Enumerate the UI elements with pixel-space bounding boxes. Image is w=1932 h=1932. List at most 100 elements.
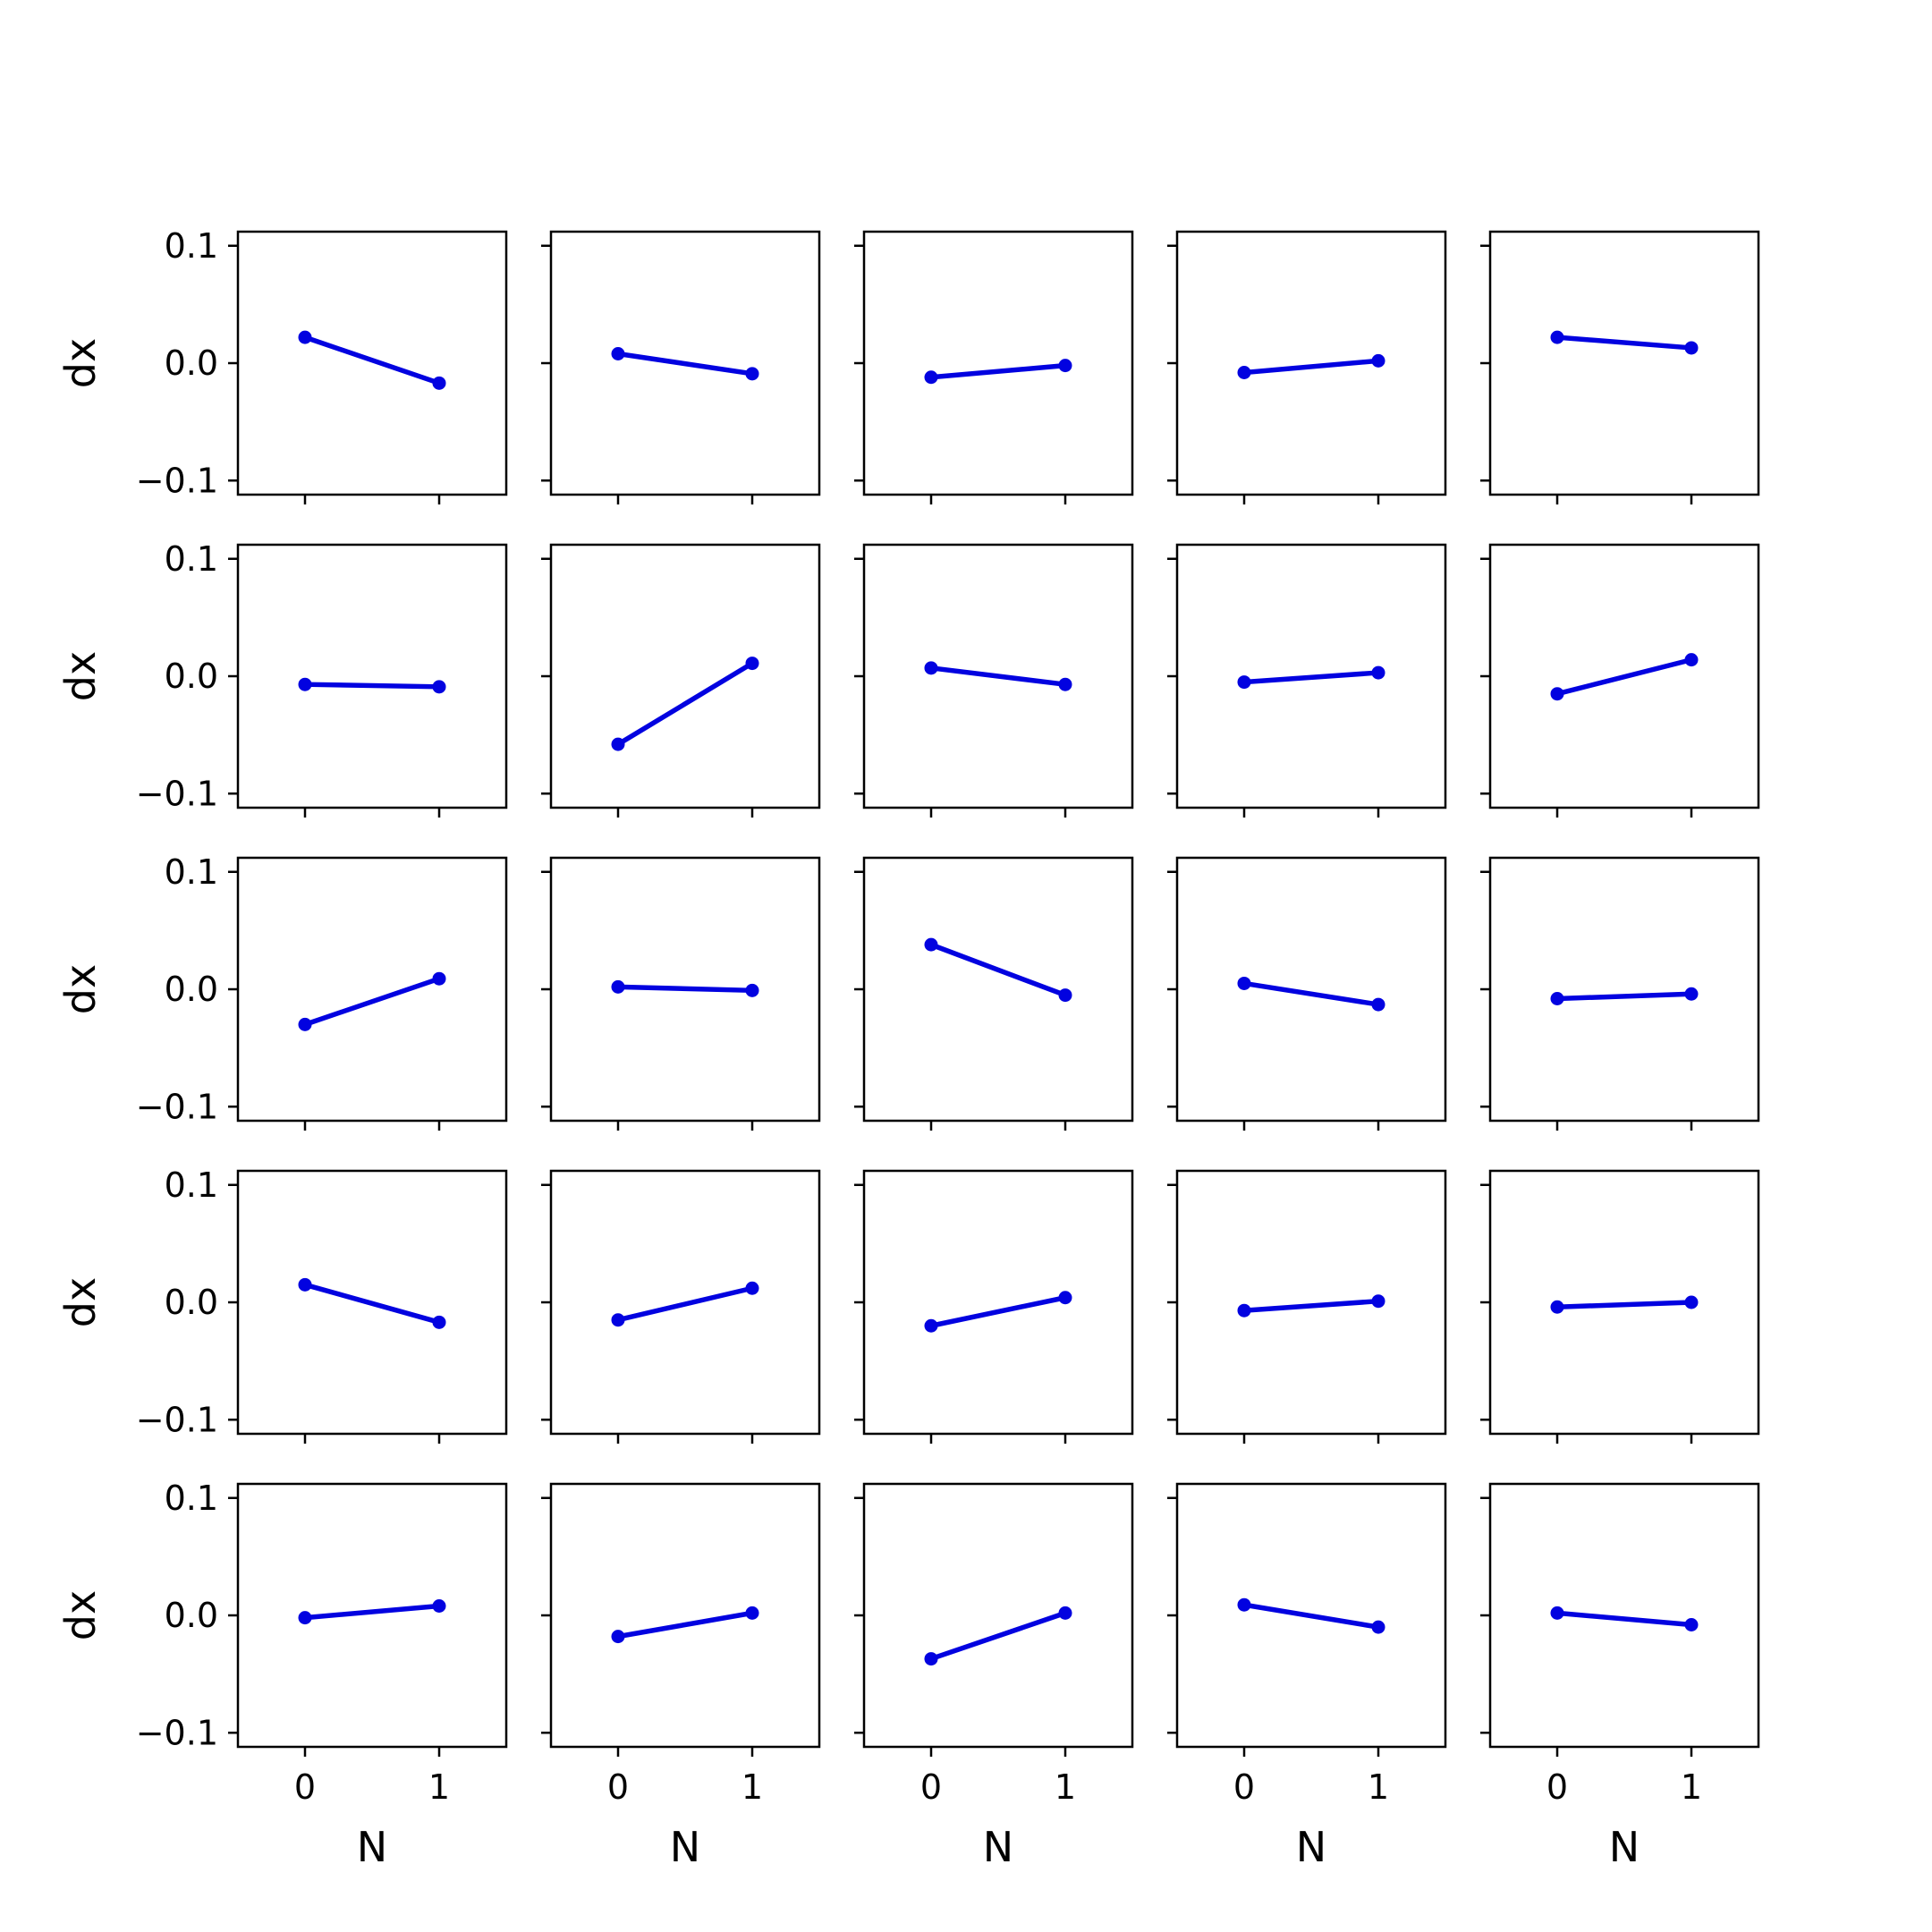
- subplot-r1-c2: [854, 543, 1134, 818]
- data-point: [1058, 359, 1072, 373]
- data-point: [924, 661, 938, 675]
- y-tick-label: 0.1: [165, 1479, 218, 1518]
- data-point: [1550, 1300, 1564, 1314]
- data-point: [745, 657, 759, 671]
- data-point: [1058, 1291, 1072, 1305]
- subplot-r4-c0: 0.1 0.0 −0.1 0 1 dx N: [56, 1479, 508, 1871]
- axes-box: [1488, 1482, 1760, 1749]
- data-point: [1237, 675, 1251, 690]
- data-line: [1241, 980, 1381, 1007]
- subplot-r2-c4: [1480, 856, 1760, 1131]
- data-line: [302, 1282, 442, 1326]
- subplot-r0-c1: [541, 230, 821, 504]
- data-point: [611, 1630, 625, 1644]
- y-tick-label: 0.1: [165, 539, 218, 579]
- subplot-r3-c2: [854, 1169, 1134, 1444]
- subplot-r4-c4: 0 1 N: [1480, 1482, 1760, 1871]
- subplot-r2-c2: [854, 856, 1134, 1131]
- axes-box: [1175, 1169, 1447, 1436]
- data-point: [924, 937, 938, 952]
- data-point: [432, 680, 446, 694]
- data-point: [924, 370, 938, 385]
- data-point: [1371, 1620, 1385, 1634]
- y-axis-label: dx: [56, 964, 105, 1014]
- x-tick-label: 0: [607, 1767, 629, 1807]
- data-line: [302, 1603, 442, 1621]
- axes-box: [1175, 856, 1447, 1123]
- subplot-r4-c2: 0 1 N: [854, 1482, 1134, 1871]
- data-point: [745, 1281, 759, 1295]
- data-point: [298, 1277, 312, 1292]
- y-axis-label: dx: [56, 651, 105, 701]
- data-point: [745, 367, 759, 381]
- subplot-r4-c1: 0 1 N: [541, 1482, 821, 1871]
- data-line: [928, 1295, 1068, 1328]
- data-point: [924, 1652, 938, 1666]
- subplot-r0-c2: [854, 230, 1134, 504]
- data-line: [302, 682, 442, 690]
- data-line: [615, 660, 755, 747]
- axes-box: [549, 1482, 821, 1749]
- x-tick-label: 1: [1055, 1767, 1076, 1807]
- data-point: [1550, 1606, 1564, 1620]
- x-tick-label: 0: [294, 1767, 316, 1807]
- x-tick-label: 1: [1368, 1767, 1389, 1807]
- subplot-r0-c0: 0.1 0.0 −0.1 dx: [56, 226, 508, 504]
- data-point: [432, 1599, 446, 1613]
- axes-box: [236, 543, 508, 809]
- subplot-r3-c0: 0.1 0.0 −0.1 dx: [56, 1165, 508, 1444]
- x-axis-label: N: [670, 1823, 700, 1871]
- y-tick-label: 0.0: [165, 343, 218, 383]
- data-point: [1371, 997, 1385, 1012]
- data-point: [1237, 366, 1251, 379]
- y-tick-label: 0.1: [165, 1165, 218, 1205]
- y-tick-label: 0.0: [165, 970, 218, 1009]
- data-line: [615, 1285, 755, 1323]
- data-point: [611, 737, 625, 751]
- subplot-r1-c1: [541, 543, 821, 818]
- data-point: [924, 1318, 938, 1333]
- subplot-r0-c3: [1167, 230, 1447, 504]
- data-point: [611, 979, 625, 994]
- axes-box: [236, 230, 508, 496]
- x-axis-label: N: [1296, 1823, 1326, 1871]
- data-line: [1241, 1602, 1381, 1630]
- subplot-r1-c3: [1167, 543, 1447, 818]
- subplot-r3-c4: [1480, 1169, 1760, 1444]
- y-axis-label: dx: [56, 1590, 105, 1640]
- subplot-r2-c1: [541, 856, 821, 1131]
- x-tick-label: 1: [1681, 1767, 1702, 1807]
- data-point: [611, 347, 625, 360]
- axes-box: [1488, 230, 1760, 496]
- subplot-r2-c0: 0.1 0.0 −0.1 dx: [56, 852, 508, 1131]
- subplot-r4-c3: 0 1 N: [1167, 1482, 1447, 1871]
- data-line: [928, 942, 1068, 998]
- data-line: [302, 976, 442, 1028]
- y-tick-label: −0.1: [136, 1713, 218, 1752]
- data-point: [745, 1606, 759, 1620]
- data-point: [1550, 330, 1564, 344]
- data-point: [298, 677, 312, 691]
- axes-box: [549, 543, 821, 809]
- data-point: [298, 1017, 312, 1031]
- data-point: [298, 1611, 312, 1625]
- axes-box: [862, 1482, 1134, 1749]
- data-point: [1550, 687, 1564, 701]
- data-line: [1241, 1298, 1381, 1313]
- subplot-r1-c0: 0.1 0.0 −0.1 dx: [56, 539, 508, 818]
- data-line: [615, 1610, 755, 1640]
- data-point: [1684, 653, 1699, 667]
- data-point: [1684, 1295, 1699, 1309]
- axes-box: [862, 856, 1134, 1123]
- data-line: [302, 335, 442, 386]
- x-tick-label: 0: [920, 1767, 942, 1807]
- subplot-r2-c3: [1167, 856, 1447, 1131]
- data-line: [615, 351, 755, 377]
- y-tick-label: −0.1: [136, 1087, 218, 1126]
- y-tick-label: 0.0: [165, 1283, 218, 1322]
- data-line: [1241, 670, 1381, 685]
- subplot-r3-c3: [1167, 1169, 1447, 1444]
- data-point: [1371, 1294, 1385, 1309]
